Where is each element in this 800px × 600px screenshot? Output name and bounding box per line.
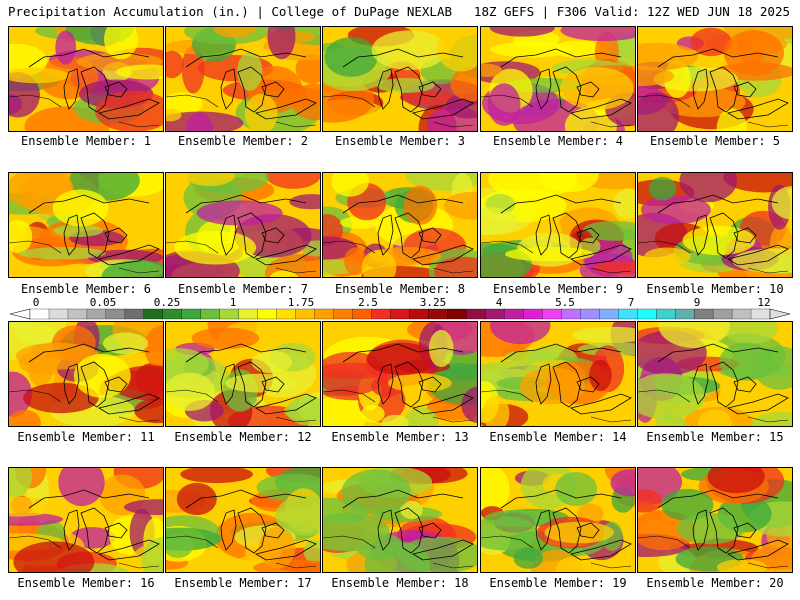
colorbar-swatch bbox=[466, 308, 486, 320]
colorbar-swatch bbox=[295, 308, 316, 320]
ensemble-member-11-caption: Ensemble Member: 11 bbox=[17, 430, 155, 444]
colorbar-swatch bbox=[580, 308, 600, 320]
ensemble-member-15-map bbox=[637, 321, 793, 427]
colorbar-swatch bbox=[314, 308, 335, 320]
ensemble-member-8-caption: Ensemble Member: 8 bbox=[334, 282, 466, 296]
ensemble-member-1-map bbox=[8, 26, 164, 132]
ensemble-member-12-caption: Ensemble Member: 12 bbox=[174, 430, 312, 444]
colorbar-label: 3.25 bbox=[419, 296, 447, 309]
colorbar-swatch bbox=[674, 308, 695, 320]
colorbar-label: 2.5 bbox=[358, 296, 378, 309]
map-title: Precipitation Accumulation (in.) | Colle… bbox=[8, 4, 453, 19]
colorbar-swatch bbox=[390, 308, 410, 320]
colorbar-swatch bbox=[105, 308, 126, 320]
colorbar-swatch bbox=[124, 308, 145, 320]
ensemble-member-16-caption: Ensemble Member: 16 bbox=[17, 576, 155, 590]
colorbar-swatch bbox=[750, 308, 771, 320]
ensemble-member-9-map bbox=[480, 172, 636, 278]
ensemble-member-7-map bbox=[165, 172, 321, 278]
colorbar-swatch bbox=[712, 308, 733, 320]
colorbar-label: 12 bbox=[757, 296, 771, 309]
colorbar-swatch bbox=[731, 308, 752, 320]
ensemble-member-18-caption: Ensemble Member: 18 bbox=[331, 576, 469, 590]
colorbar-swatch bbox=[504, 308, 524, 320]
ensemble-member-2-caption: Ensemble Member: 2 bbox=[177, 134, 309, 148]
colorbar-swatch bbox=[542, 308, 562, 320]
colorbar-swatch bbox=[219, 308, 240, 320]
colorbar-swatch bbox=[409, 308, 429, 320]
ensemble-member-16-map bbox=[8, 467, 164, 573]
colorbar-swatch bbox=[371, 308, 391, 320]
ensemble-member-5-map bbox=[637, 26, 793, 132]
ensemble-member-17-map bbox=[165, 467, 321, 573]
colorbar-swatch bbox=[86, 308, 107, 320]
colorbar-swatch bbox=[67, 308, 88, 320]
colorbar-label: 0.25 bbox=[153, 296, 181, 309]
colorbar-label: 0 bbox=[32, 296, 40, 309]
colorbar-swatch bbox=[333, 308, 354, 320]
ensemble-member-8-map bbox=[322, 172, 478, 278]
colorbar-swatch bbox=[276, 308, 297, 320]
ensemble-member-6-map bbox=[8, 172, 164, 278]
colorbar-swatch bbox=[656, 308, 676, 320]
ensemble-member-17-caption: Ensemble Member: 17 bbox=[174, 576, 312, 590]
colorbar-swatch bbox=[523, 308, 543, 320]
ensemble-member-4-caption: Ensemble Member: 4 bbox=[492, 134, 624, 148]
ensemble-member-19-map bbox=[480, 467, 636, 573]
ensemble-member-20-caption: Ensemble Member: 20 bbox=[646, 576, 784, 590]
ensemble-member-6-caption: Ensemble Member: 6 bbox=[20, 282, 152, 296]
model-run-info: 18Z GEFS | F306 Valid: 12Z WED JUN 18 20… bbox=[473, 4, 790, 19]
colorbar-swatch bbox=[181, 308, 202, 320]
ensemble-member-12-map bbox=[165, 321, 321, 427]
colorbar-swatch bbox=[693, 308, 714, 320]
precipitation-colorbar bbox=[10, 308, 790, 320]
ensemble-member-13-map bbox=[322, 321, 478, 427]
colorbar-label: 5.5 bbox=[555, 296, 575, 309]
colorbar-swatch bbox=[561, 308, 581, 320]
colorbar-label: 9 bbox=[693, 296, 701, 309]
colorbar-label: 0.05 bbox=[89, 296, 117, 309]
ensemble-member-3-map bbox=[322, 26, 478, 132]
ensemble-member-14-caption: Ensemble Member: 14 bbox=[489, 430, 627, 444]
ensemble-member-9-caption: Ensemble Member: 9 bbox=[492, 282, 624, 296]
ensemble-member-20-map bbox=[637, 467, 793, 573]
ensemble-member-7-caption: Ensemble Member: 7 bbox=[177, 282, 309, 296]
colorbar-swatch bbox=[618, 308, 638, 320]
ensemble-member-2-map bbox=[165, 26, 321, 132]
colorbar-swatch bbox=[29, 308, 50, 320]
colorbar-swatch bbox=[257, 308, 278, 320]
ensemble-member-14-map bbox=[480, 321, 636, 427]
colorbar-swatch bbox=[352, 308, 372, 320]
ensemble-member-1-caption: Ensemble Member: 1 bbox=[20, 134, 152, 148]
ensemble-member-19-caption: Ensemble Member: 19 bbox=[489, 576, 627, 590]
colorbar-swatch bbox=[428, 308, 448, 320]
ensemble-member-10-caption: Ensemble Member: 10 bbox=[646, 282, 784, 296]
colorbar-swatch bbox=[200, 308, 221, 320]
colorbar-label: 4 bbox=[495, 296, 503, 309]
colorbar-swatch bbox=[447, 308, 467, 320]
colorbar-label: 7 bbox=[627, 296, 635, 309]
colorbar-swatch bbox=[162, 308, 183, 320]
ensemble-member-18-map bbox=[322, 467, 478, 573]
ensemble-member-11-map bbox=[8, 321, 164, 427]
colorbar-label: 1 bbox=[229, 296, 237, 309]
colorbar-swatch bbox=[599, 308, 619, 320]
ensemble-member-13-caption: Ensemble Member: 13 bbox=[331, 430, 469, 444]
colorbar-swatch bbox=[238, 308, 259, 320]
ensemble-member-4-map bbox=[480, 26, 636, 132]
colorbar-swatch bbox=[143, 308, 164, 320]
ensemble-member-15-caption: Ensemble Member: 15 bbox=[646, 430, 784, 444]
ensemble-member-3-caption: Ensemble Member: 3 bbox=[334, 134, 466, 148]
ensemble-member-10-map bbox=[637, 172, 793, 278]
colorbar-swatch bbox=[637, 308, 657, 320]
ensemble-member-5-caption: Ensemble Member: 5 bbox=[649, 134, 781, 148]
colorbar-swatch bbox=[48, 308, 69, 320]
colorbar-swatch bbox=[485, 308, 505, 320]
colorbar-label: 1.75 bbox=[287, 296, 315, 309]
